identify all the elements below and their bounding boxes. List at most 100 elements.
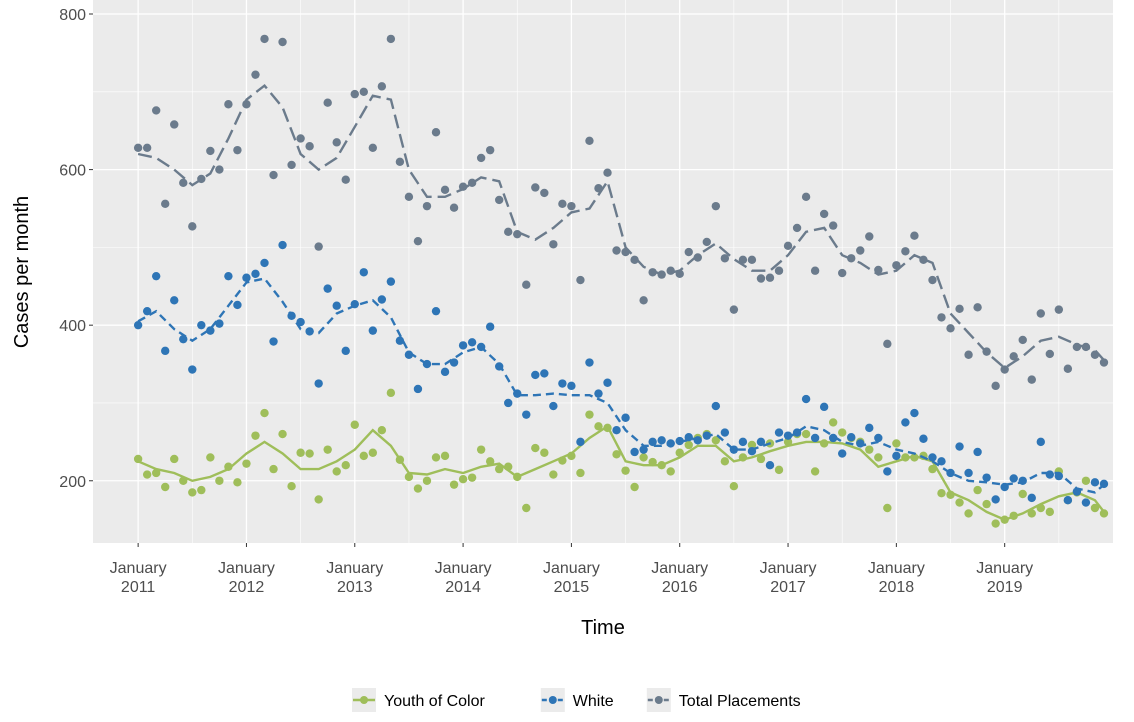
y-axis-title: Cases per month (11, 196, 33, 348)
point (233, 300, 242, 310)
point (928, 453, 937, 462)
point (738, 437, 748, 447)
point (549, 240, 558, 249)
point (792, 223, 802, 233)
y-tick-label: 400 (59, 318, 86, 335)
point (179, 178, 188, 188)
x-tick-label: January 2018 (868, 560, 925, 596)
point (485, 457, 495, 466)
point (576, 437, 585, 447)
point (720, 457, 730, 466)
point (612, 425, 621, 435)
point (711, 201, 721, 211)
point (819, 402, 829, 412)
point (910, 231, 919, 240)
x-tick-label: January 2012 (218, 560, 275, 596)
point (810, 266, 820, 275)
point (819, 209, 829, 219)
legend-label: Total Placements (679, 693, 801, 710)
x-tick-label: January 2016 (651, 560, 708, 596)
point (612, 246, 621, 255)
point (982, 499, 991, 509)
point (964, 350, 973, 359)
point (314, 242, 323, 251)
point (639, 296, 648, 305)
point (856, 246, 865, 255)
point (801, 429, 811, 439)
point (774, 428, 784, 437)
point (314, 495, 323, 504)
point (1018, 489, 1027, 499)
point (467, 338, 477, 347)
point (522, 280, 531, 289)
point (1081, 476, 1091, 485)
point (838, 449, 847, 458)
point (1054, 305, 1064, 314)
point (612, 450, 621, 459)
trend-line (137, 424, 1105, 521)
point (576, 468, 585, 478)
point (1099, 509, 1109, 518)
x-tick-label: January 2014 (435, 560, 492, 596)
point (621, 466, 630, 475)
x-tick-label: January 2017 (760, 560, 817, 596)
point (1036, 309, 1045, 318)
point (711, 401, 721, 411)
point (206, 146, 215, 156)
point (197, 485, 206, 495)
point (1063, 496, 1073, 505)
point (269, 337, 278, 346)
point (901, 247, 910, 256)
point (142, 143, 152, 153)
point (142, 306, 152, 316)
point (937, 313, 946, 322)
point (549, 470, 558, 479)
point (458, 341, 468, 350)
point (540, 448, 549, 457)
point (494, 195, 504, 205)
point (801, 394, 811, 404)
point (522, 503, 531, 513)
point (413, 384, 423, 394)
point (711, 436, 721, 445)
point (296, 134, 305, 143)
point (1045, 470, 1055, 479)
point (955, 304, 964, 314)
point (188, 488, 197, 497)
point (422, 476, 432, 485)
point (206, 453, 215, 462)
point (756, 454, 766, 464)
point (197, 320, 206, 330)
point (774, 266, 784, 275)
x-tick-label: January 2013 (326, 560, 383, 596)
point (1018, 335, 1027, 345)
point (910, 408, 919, 418)
x-tick-label: January 2015 (543, 560, 600, 596)
point (504, 398, 513, 408)
point (648, 268, 657, 277)
point (531, 183, 540, 192)
point (729, 482, 739, 491)
point (350, 420, 359, 429)
point (865, 423, 874, 433)
point (242, 273, 251, 282)
point (666, 467, 675, 476)
point (1099, 358, 1109, 367)
point (883, 339, 892, 349)
point (278, 429, 287, 439)
point (161, 346, 170, 356)
point (756, 274, 766, 283)
point (278, 37, 287, 47)
point (738, 255, 748, 265)
point (142, 470, 152, 479)
point (260, 408, 269, 418)
point (540, 369, 549, 378)
point (1090, 503, 1100, 513)
point (847, 433, 856, 442)
point (747, 440, 757, 450)
point (413, 236, 423, 246)
point (828, 433, 838, 443)
point (260, 258, 269, 268)
point (720, 428, 730, 437)
